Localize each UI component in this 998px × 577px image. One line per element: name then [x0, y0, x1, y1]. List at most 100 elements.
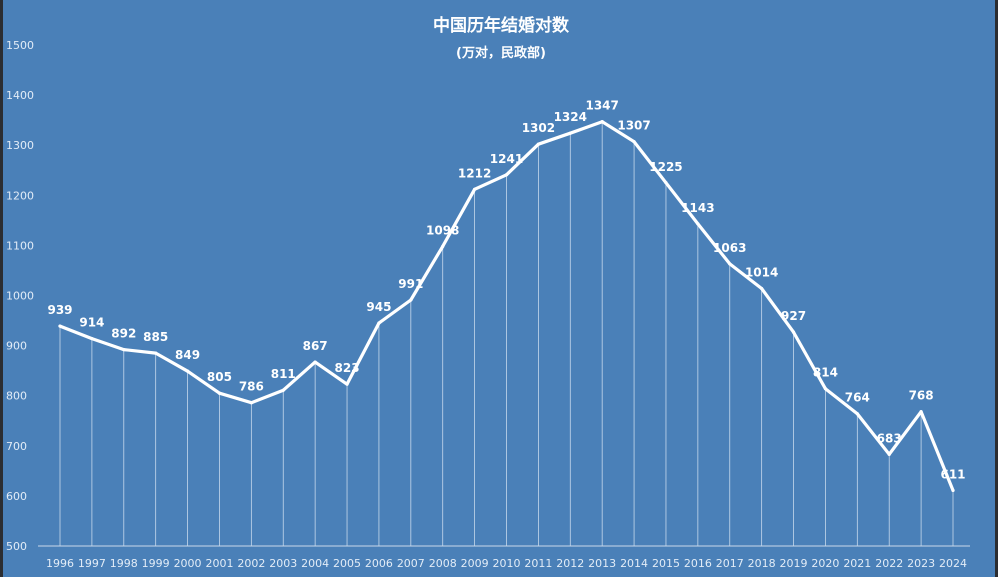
y-tick-500: 500 — [6, 540, 27, 553]
data-label-2022: 683 — [877, 431, 902, 445]
data-label-2014: 1307 — [617, 119, 650, 133]
x-tick-2001: 2001 — [205, 557, 233, 570]
point-2011 — [537, 143, 540, 146]
point-2009 — [473, 188, 476, 191]
x-tick-2017: 2017 — [716, 557, 744, 570]
x-tick-2010: 2010 — [493, 557, 521, 570]
y-tick-1400: 1400 — [6, 89, 34, 102]
data-label-2016: 1143 — [681, 201, 714, 215]
point-2020 — [824, 387, 827, 390]
data-label-2015: 1225 — [649, 160, 682, 174]
x-tick-2013: 2013 — [588, 557, 616, 570]
point-2018 — [760, 287, 763, 290]
data-label-2017: 1063 — [713, 241, 746, 255]
x-tick-2009: 2009 — [461, 557, 489, 570]
x-tick-2012: 2012 — [556, 557, 584, 570]
point-1997 — [90, 337, 93, 340]
x-tick-2021: 2021 — [843, 557, 871, 570]
point-2006 — [377, 321, 380, 324]
x-tick-2003: 2003 — [269, 557, 297, 570]
y-tick-1300: 1300 — [6, 139, 34, 152]
data-label-2018: 1014 — [745, 265, 778, 279]
point-2022 — [888, 453, 891, 456]
data-label-2019: 927 — [781, 309, 806, 323]
x-tick-1997: 1997 — [78, 557, 106, 570]
data-label-2021: 764 — [845, 391, 870, 405]
data-label-2000: 849 — [175, 348, 200, 362]
y-tick-600: 600 — [6, 490, 27, 503]
x-tick-2000: 2000 — [174, 557, 202, 570]
data-label-2020: 814 — [813, 366, 838, 380]
point-2008 — [441, 245, 444, 248]
chart-subtitle: (万对，民政部) — [456, 45, 546, 61]
point-2019 — [792, 330, 795, 333]
x-tick-2016: 2016 — [684, 557, 712, 570]
point-2016 — [696, 222, 699, 225]
data-label-2009: 1212 — [458, 166, 491, 180]
y-tick-1500: 1500 — [6, 39, 34, 52]
x-tick-2020: 2020 — [811, 557, 839, 570]
point-2021 — [856, 412, 859, 415]
point-2002 — [250, 401, 253, 404]
x-tick-2018: 2018 — [748, 557, 776, 570]
x-tick-1998: 1998 — [110, 557, 138, 570]
chart-title: 中国历年结婚对数 — [433, 15, 570, 36]
point-2014 — [632, 140, 635, 143]
y-tick-900: 900 — [6, 340, 27, 353]
x-tick-2023: 2023 — [907, 557, 935, 570]
point-2003 — [282, 389, 285, 392]
point-2015 — [664, 181, 667, 184]
x-tick-2022: 2022 — [875, 557, 903, 570]
data-label-2023: 768 — [909, 389, 934, 403]
x-tick-2014: 2014 — [620, 557, 648, 570]
data-label-2006: 945 — [366, 300, 391, 314]
point-2012 — [569, 132, 572, 135]
x-tick-2024: 2024 — [939, 557, 967, 570]
point-2007 — [409, 298, 412, 301]
point-1998 — [122, 348, 125, 351]
data-label-2013: 1347 — [585, 99, 618, 113]
x-axis-ticks: 1996 1997 1998 1999 2000 2001 2002 2003 2004 2005… — [46, 557, 967, 570]
point-2017 — [728, 262, 731, 265]
chart-background — [3, 0, 995, 577]
x-tick-2007: 2007 — [397, 557, 425, 570]
x-tick-2005: 2005 — [333, 557, 361, 570]
point-1996 — [58, 324, 61, 327]
point-2000 — [186, 370, 189, 373]
data-label-1999: 885 — [143, 330, 168, 344]
data-label-2004: 867 — [303, 339, 328, 353]
data-label-1997: 914 — [79, 316, 104, 330]
y-tick-1000: 1000 — [6, 290, 34, 303]
data-label-2005: 823 — [335, 361, 360, 375]
data-label-1996: 939 — [47, 303, 72, 317]
window-frame-left — [0, 0, 3, 577]
x-tick-2008: 2008 — [429, 557, 457, 570]
x-tick-2004: 2004 — [301, 557, 329, 570]
data-label-2007: 991 — [398, 277, 423, 291]
data-label-2008: 1098 — [426, 223, 459, 237]
data-label-2010: 1241 — [490, 152, 523, 166]
x-tick-2019: 2019 — [780, 557, 808, 570]
point-2024 — [951, 489, 954, 492]
data-label-2002: 786 — [239, 380, 264, 394]
x-tick-2002: 2002 — [237, 557, 265, 570]
y-tick-800: 800 — [6, 390, 27, 403]
data-label-2001: 805 — [207, 370, 232, 384]
point-2004 — [314, 361, 317, 364]
y-tick-1200: 1200 — [6, 189, 34, 202]
x-tick-1999: 1999 — [142, 557, 170, 570]
data-label-2012: 1324 — [554, 110, 587, 124]
y-tick-700: 700 — [6, 440, 27, 453]
point-2023 — [920, 410, 923, 413]
x-tick-2011: 2011 — [524, 557, 552, 570]
x-tick-2015: 2015 — [652, 557, 680, 570]
point-2010 — [505, 173, 508, 176]
point-2001 — [218, 392, 221, 395]
point-2005 — [345, 383, 348, 386]
point-2013 — [601, 120, 604, 123]
data-label-2011: 1302 — [522, 121, 555, 135]
data-label-2024: 611 — [940, 467, 965, 481]
data-label-1998: 892 — [111, 327, 136, 341]
